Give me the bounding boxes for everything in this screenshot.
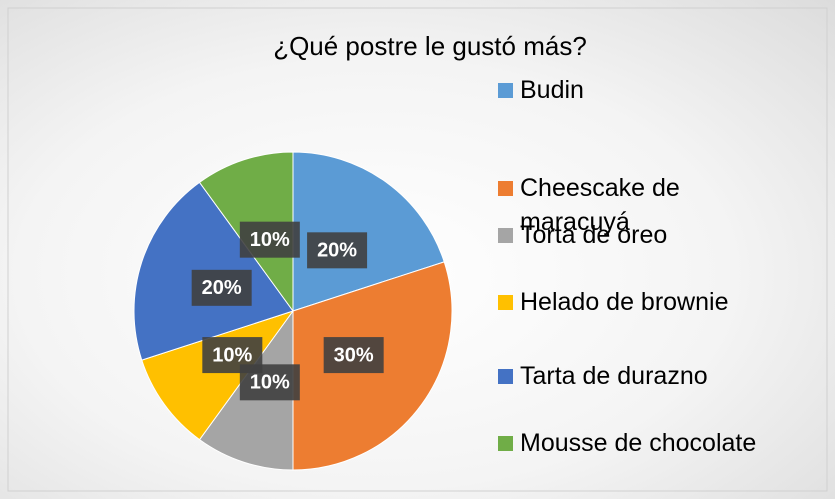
- legend-entry: Budin: [498, 73, 833, 107]
- data-label-box: [202, 337, 263, 374]
- data-label: 10%: [212, 344, 252, 366]
- pie-slice: [292, 151, 445, 312]
- data-label-box: [323, 337, 384, 374]
- data-label: 20%: [202, 277, 242, 299]
- legend-swatch: [498, 295, 513, 310]
- legend-swatch: [498, 181, 513, 196]
- legend-entry: Mousse de chocolate: [498, 426, 833, 460]
- legend-label: Budin: [520, 76, 584, 104]
- data-label: 10%: [250, 229, 290, 251]
- legend-label: Cheescake de maracuyá: [520, 174, 680, 236]
- data-label: 10%: [250, 372, 290, 394]
- legend-entry: Helado de brownie: [498, 285, 833, 319]
- data-label: 20%: [317, 240, 357, 262]
- data-label: 30%: [334, 344, 374, 366]
- legend-swatch: [498, 436, 513, 451]
- legend-entry: Torta de oreo: [498, 218, 833, 252]
- legend-swatch: [498, 83, 513, 98]
- legend-swatch: [498, 228, 513, 243]
- chart-border: [7, 7, 828, 492]
- legend-label: Tarta de durazno: [520, 362, 708, 390]
- data-label-box: [239, 221, 300, 258]
- legend-entry: Tarta de durazno: [498, 359, 833, 393]
- legend-entry: Cheescake de maracuyá: [498, 171, 833, 239]
- chart-title: ¿Qué postre le gustó más?: [273, 31, 587, 61]
- legend-label: Torta de oreo: [520, 221, 668, 249]
- legend-label: Mousse de chocolate: [520, 429, 757, 457]
- legend-swatch: [498, 369, 513, 384]
- data-label-box: [307, 232, 368, 269]
- data-label-box: [191, 269, 252, 306]
- legend-label: Helado de brownie: [520, 288, 729, 316]
